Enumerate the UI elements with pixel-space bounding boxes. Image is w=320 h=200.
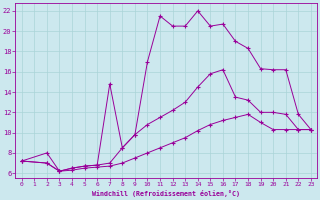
- X-axis label: Windchill (Refroidissement éolien,°C): Windchill (Refroidissement éolien,°C): [92, 190, 240, 197]
